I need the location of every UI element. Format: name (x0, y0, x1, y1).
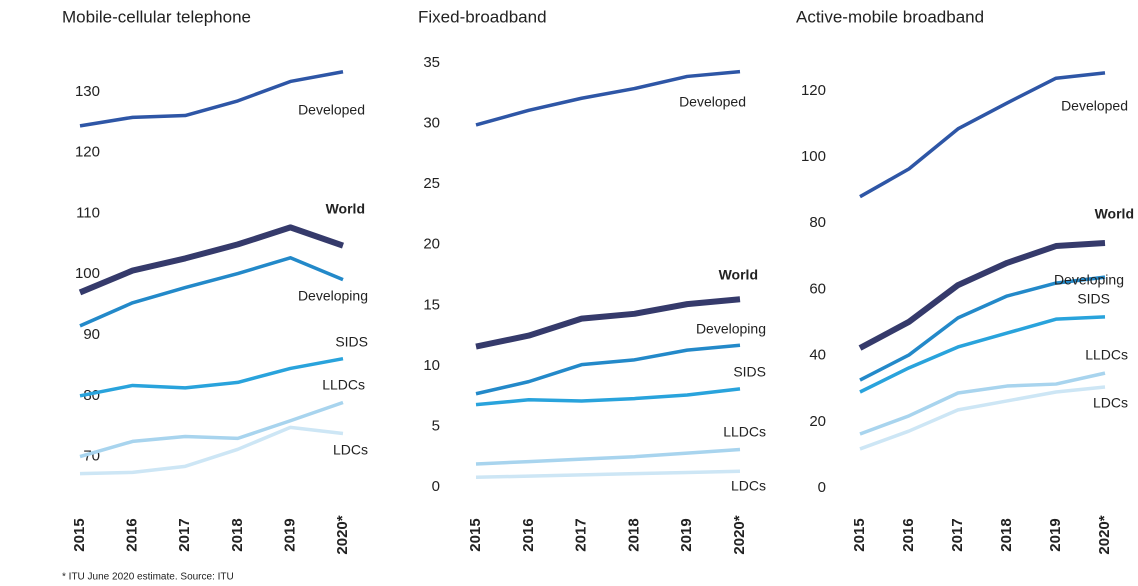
x-tick-label: 2015 (851, 518, 868, 551)
series-label: LLDCs (1085, 347, 1128, 363)
series-label: Developing (1054, 272, 1124, 288)
chart-title: Mobile-cellular telephone (62, 7, 251, 26)
series-label: LLDCs (322, 377, 365, 393)
y-tick-label: 20 (423, 236, 440, 253)
x-tick-label: 2018 (229, 518, 246, 551)
series-line (859, 385, 1106, 451)
series-label: Developing (298, 288, 368, 304)
y-tick-label: 10 (423, 357, 440, 374)
y-tick-label: 120 (75, 144, 100, 161)
x-tick-label: 2019 (1047, 518, 1064, 551)
y-tick-label: 5 (432, 417, 440, 434)
series-line (78, 224, 344, 296)
x-tick-label: 2017 (949, 518, 966, 551)
series-label: LDCs (1093, 395, 1128, 411)
series-line (79, 356, 344, 398)
y-tick-label: 100 (75, 265, 100, 282)
series-line (79, 425, 344, 476)
series-line (859, 71, 1106, 199)
series-line (859, 275, 1106, 382)
series-line (475, 343, 741, 396)
y-tick-label: 15 (423, 296, 440, 313)
series-label: SIDS (733, 364, 766, 380)
y-tick-label: 110 (76, 204, 100, 221)
series-line (475, 296, 741, 350)
y-tick-label: 20 (809, 413, 826, 430)
series-label: LLDCs (723, 424, 766, 440)
x-tick-label: 2017 (573, 518, 590, 551)
y-tick-label: 0 (818, 479, 826, 496)
x-tick-label: 2015 (467, 518, 484, 551)
y-tick-label: 80 (809, 214, 826, 231)
x-tick-label: 2016 (520, 518, 537, 551)
x-tick-label: 2015 (71, 518, 88, 551)
x-tick-label: 2019 (678, 518, 695, 551)
series-label: SIDS (335, 334, 368, 350)
y-tick-label: 100 (801, 148, 826, 165)
series-line (79, 256, 344, 328)
x-tick-label: 2020* (1096, 515, 1113, 554)
chart-title: Active-mobile broadband (796, 7, 984, 26)
footnote: * ITU June 2020 estimate. Source: ITU (62, 572, 234, 583)
y-tick-label: 130 (75, 83, 100, 100)
series-line (859, 315, 1106, 394)
series-label: LDCs (333, 442, 368, 458)
series-label: LDCs (731, 478, 766, 494)
series-label: Developing (696, 321, 766, 337)
x-tick-label: 2020* (731, 515, 748, 554)
series-line (475, 69, 741, 127)
series-label: World (326, 201, 365, 217)
y-tick-label: 35 (423, 54, 440, 71)
y-tick-label: 90 (83, 326, 100, 343)
y-tick-label: 60 (809, 280, 826, 297)
series-line (79, 70, 344, 128)
y-tick-label: 25 (423, 175, 440, 192)
series-label: Developed (1061, 98, 1128, 114)
series-line (475, 469, 741, 480)
series-line (475, 387, 741, 407)
series-label: World (1095, 206, 1134, 222)
series-label: SIDS (1077, 291, 1110, 307)
x-tick-label: 2016 (124, 518, 141, 551)
series-line (859, 371, 1106, 436)
y-tick-label: 0 (432, 478, 440, 495)
series-label: Developed (298, 102, 365, 118)
x-tick-label: 2018 (998, 518, 1015, 551)
series-label: Developed (679, 94, 746, 110)
x-tick-label: 2018 (625, 518, 642, 551)
y-tick-label: 40 (809, 347, 826, 364)
y-tick-label: 120 (801, 82, 826, 99)
x-tick-label: 2020* (334, 515, 351, 554)
x-tick-label: 2019 (281, 518, 298, 551)
series-line (79, 400, 344, 459)
series-line (475, 447, 741, 466)
chart-title: Fixed-broadband (418, 7, 547, 26)
series-label: World (719, 267, 758, 283)
y-tick-label: 30 (423, 115, 440, 132)
series-line (858, 240, 1106, 351)
x-tick-label: 2016 (900, 518, 917, 551)
x-tick-label: 2017 (176, 518, 193, 551)
